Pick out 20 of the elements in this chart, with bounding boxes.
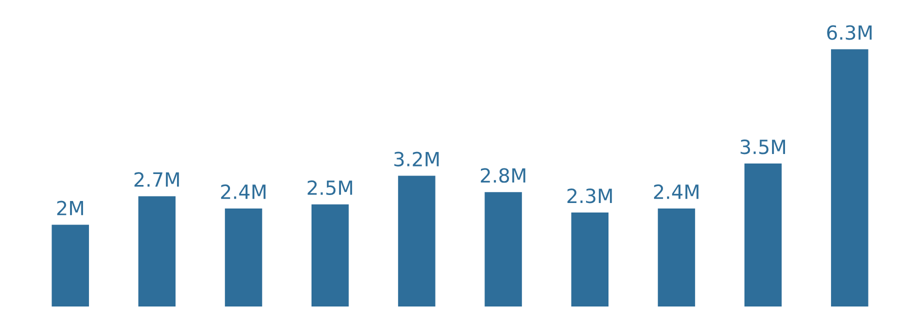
bar <box>658 208 696 306</box>
bar <box>138 196 176 306</box>
data-label: 2.5M <box>308 180 352 196</box>
bar <box>312 204 349 306</box>
data-label: 2.7M <box>134 172 179 187</box>
bar <box>52 224 89 306</box>
data-label: 2.4M <box>221 184 266 199</box>
data-label: 3.5M <box>740 140 786 154</box>
data-label: 2.8M <box>480 168 526 183</box>
data-label: 2.3M <box>567 188 612 204</box>
bar <box>484 192 522 306</box>
bar <box>744 164 782 306</box>
data-label: 2M <box>57 200 84 216</box>
data-label: 3.2M <box>394 152 439 166</box>
bar <box>571 212 608 306</box>
bar <box>398 176 436 306</box>
data-label: 2.4M <box>654 184 698 199</box>
bar <box>831 49 868 306</box>
bar <box>224 208 262 306</box>
data-label: 6.3M <box>827 25 872 40</box>
